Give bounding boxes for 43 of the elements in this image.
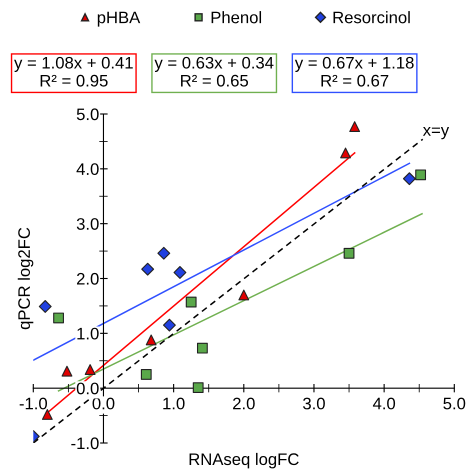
point xyxy=(38,300,52,313)
y-tick-label: 3.0 xyxy=(76,218,99,230)
x-tick-label: 4.0 xyxy=(372,398,396,410)
point xyxy=(162,318,176,332)
x-tick-label: 1.0 xyxy=(163,398,185,410)
point xyxy=(402,172,416,186)
point xyxy=(340,148,351,158)
point xyxy=(186,296,197,308)
point xyxy=(349,121,360,132)
point xyxy=(42,409,53,420)
point xyxy=(174,266,186,279)
x-tick-label: 0.0 xyxy=(92,398,114,410)
point xyxy=(53,312,64,324)
y-tick-label: 4.0 xyxy=(76,163,99,176)
point xyxy=(192,382,204,394)
x-tick-label: 5.0 xyxy=(443,398,466,410)
legend-label: pHBA xyxy=(98,12,140,27)
point xyxy=(196,342,208,354)
text: y = 1.08x + 0.41 R² = 0.95 xyxy=(14,56,133,87)
point xyxy=(238,290,250,300)
point xyxy=(415,169,426,180)
point xyxy=(62,366,72,377)
point xyxy=(146,334,157,346)
point xyxy=(344,248,354,259)
y-tick-label: 1.0 xyxy=(77,328,99,340)
y-tick-label: 5.0 xyxy=(76,108,99,120)
x-tick-label: 2.0 xyxy=(233,398,255,410)
y-axis-title: qPCR log2FC xyxy=(18,228,34,330)
point xyxy=(157,246,170,260)
point xyxy=(84,364,96,375)
y-tick-label: -1.0 xyxy=(71,437,99,450)
point xyxy=(140,369,152,380)
x-tick-label: -1.0 xyxy=(20,398,48,410)
y-tick-label: 0.0 xyxy=(76,382,99,394)
legend-label: Phenol xyxy=(212,11,262,24)
x-axis-title: RNAseq logFC xyxy=(190,452,299,468)
annotation: x=y xyxy=(422,126,450,140)
legend-label: Resorcinol xyxy=(334,11,410,24)
text: y = 0.63x + 0.34 R² = 0.65 xyxy=(154,56,274,87)
text: y = 0.67x + 1.18 R² = 0.67 xyxy=(294,56,414,87)
point xyxy=(141,262,154,276)
x-tick-label: 3.0 xyxy=(303,398,325,410)
y-tick-label: 2.0 xyxy=(76,272,99,285)
